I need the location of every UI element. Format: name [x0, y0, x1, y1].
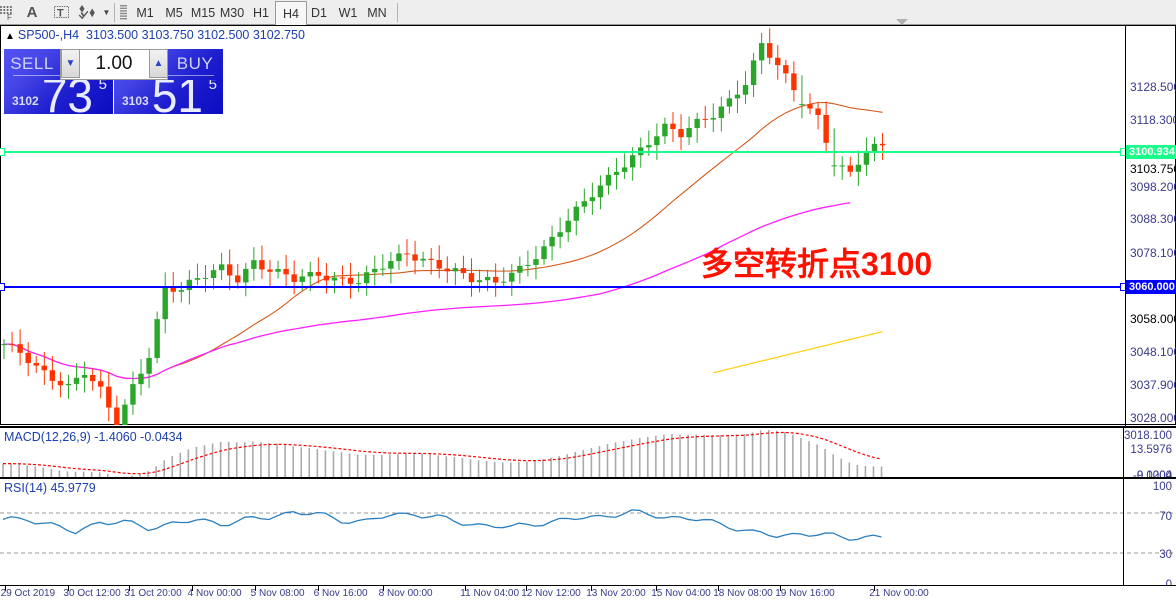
svg-text:T: T — [57, 7, 64, 19]
svg-text:F: F — [7, 13, 12, 20]
